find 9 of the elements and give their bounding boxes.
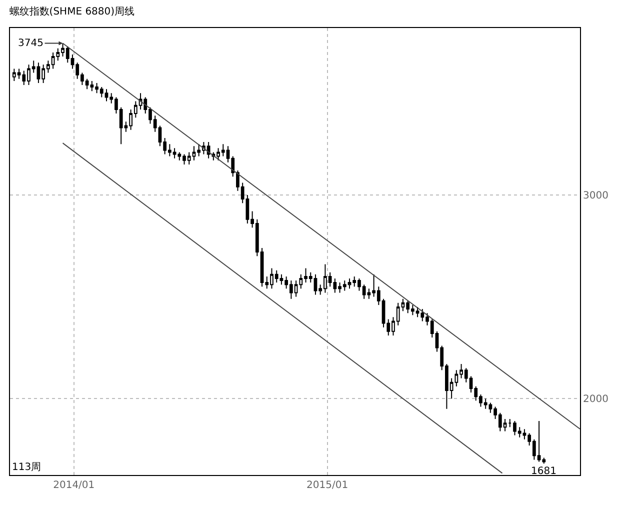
annotation: 1681	[531, 466, 556, 477]
chart-title: 螺纹指数(SHME 6880)周线	[9, 6, 135, 18]
annotation: 113周	[12, 462, 42, 473]
x-tick-label: 2015/01	[306, 480, 348, 491]
candlestick	[508, 418, 512, 428]
x-tick-label: 2014/01	[53, 480, 95, 491]
y-tick-label: 2000	[583, 394, 608, 406]
annotation: 3745	[18, 38, 44, 49]
y-tick-label: 3000	[583, 190, 608, 202]
